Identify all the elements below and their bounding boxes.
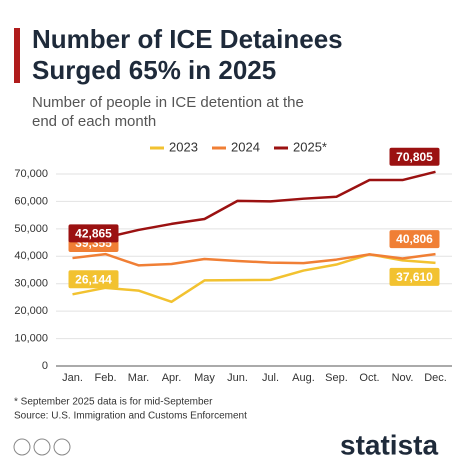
y-tick-label: 70,000 [14,168,48,180]
value-label: 26,144 [75,272,112,286]
x-tick-label: Apr. [162,372,182,384]
value-label: 70,805 [396,150,433,164]
value-label-box [68,224,119,243]
footnote: * September 2025 data is for mid-Septemb… [14,397,213,408]
nd-icon [53,438,71,456]
y-tick-label: 20,000 [14,305,48,317]
chart-title: Number of ICE Detainees Surged 65% in 20… [32,24,343,85]
y-tick-label: 40,000 [14,250,48,262]
x-tick-label: Jun. [227,372,248,384]
y-tick-label: 60,000 [14,195,48,207]
y-tick-label: 10,000 [14,332,48,344]
value-label-box [68,270,119,289]
value-label: 42,865 [75,227,112,241]
x-tick-label: Nov. [392,372,414,384]
x-tick-label: Oct. [359,372,379,384]
legend-label: 2024 [231,139,260,154]
legend-label: 2025* [293,139,327,154]
series-line [72,170,436,250]
chart-subtitle: Number of people in ICE detention at the… [32,94,304,130]
by-icon [33,438,51,456]
title-bar [14,28,20,83]
source: Source: U.S. Immigration and Customs Enf… [14,411,247,422]
legend-label: 2023 [169,139,198,154]
x-tick-label: Jan. [62,372,83,384]
brand: statista [340,429,438,460]
value-label: 37,610 [396,270,433,284]
x-tick-label: Sep. [325,372,348,384]
y-tick-label: 30,000 [14,278,48,290]
value-label: 40,806 [396,232,433,246]
x-tick-label: Mar. [128,372,149,384]
series-line [72,252,436,267]
cc-icon [13,438,31,456]
y-tick-label: 0 [42,360,48,372]
value-label-box [389,230,440,249]
x-tick-label: Dec. [424,372,447,384]
x-tick-label: Jul. [262,372,279,384]
x-tick-label: Feb. [94,372,116,384]
y-tick-label: 50,000 [14,223,48,235]
value-label-box [389,147,440,166]
value-label-box [389,267,440,286]
x-tick-label: Aug. [292,372,315,384]
x-tick-label: May [194,372,215,384]
